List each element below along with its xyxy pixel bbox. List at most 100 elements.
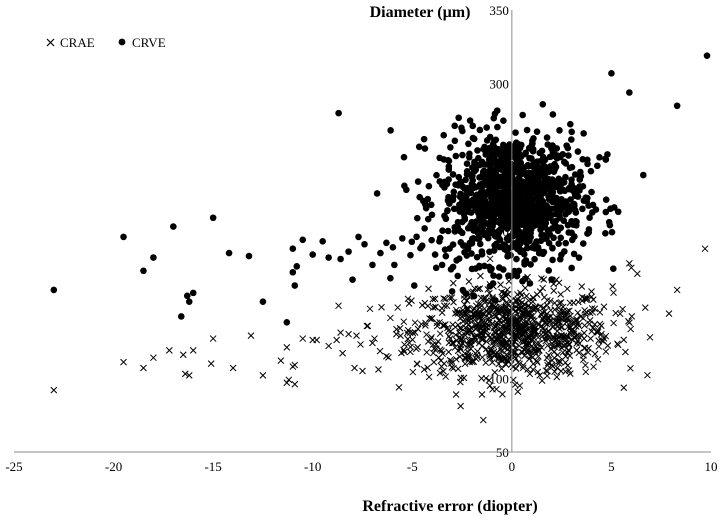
crve-point xyxy=(486,175,493,183)
crae-point xyxy=(448,357,455,365)
crve-point xyxy=(476,174,483,181)
crve-point xyxy=(120,233,127,241)
crae-point xyxy=(526,370,534,378)
crae-point xyxy=(574,309,582,317)
crae-point xyxy=(616,310,624,318)
crae-point xyxy=(482,345,490,353)
crve-point xyxy=(50,286,58,294)
crae-point xyxy=(566,299,574,307)
crae-point xyxy=(207,360,215,367)
crve-point xyxy=(517,153,525,160)
crve-point xyxy=(518,221,526,229)
crae-point xyxy=(411,319,419,327)
crve-point xyxy=(444,157,452,164)
crve-point xyxy=(470,135,478,143)
crae-point xyxy=(400,348,408,356)
crve-point xyxy=(570,250,578,258)
crve-point xyxy=(639,171,647,179)
crae-point xyxy=(509,305,517,313)
crve-point xyxy=(493,230,501,237)
crve-point xyxy=(283,319,291,326)
crae-point xyxy=(665,310,673,317)
crae-point xyxy=(497,354,504,362)
crae-point xyxy=(473,321,481,329)
crae-point xyxy=(564,323,572,331)
crae-point xyxy=(600,335,608,342)
crae-point xyxy=(486,351,493,358)
legend-label-crae: CRAE xyxy=(60,35,95,50)
crae-point xyxy=(557,309,565,316)
crve-point xyxy=(449,263,457,271)
crae-point xyxy=(527,329,535,337)
crve-point xyxy=(387,274,394,282)
crve-point xyxy=(383,239,390,247)
crae-point xyxy=(529,360,537,368)
crve-point xyxy=(480,218,488,226)
crve-point xyxy=(545,182,553,190)
crae-point xyxy=(555,357,563,365)
crve-point xyxy=(579,240,587,247)
crae-point xyxy=(488,359,496,366)
crae-point xyxy=(474,353,482,361)
crve-point xyxy=(552,163,560,171)
crae-point xyxy=(521,327,528,334)
crve-point xyxy=(586,214,593,222)
crae-point xyxy=(628,313,636,320)
crve-point xyxy=(481,201,489,208)
crve-point xyxy=(536,166,543,174)
crve-point xyxy=(446,245,453,252)
crve-point xyxy=(507,251,514,259)
crae-point xyxy=(466,341,474,348)
crae-point xyxy=(536,288,544,295)
crae-point xyxy=(519,361,527,369)
crve-point xyxy=(442,215,450,223)
crae-point xyxy=(333,336,340,344)
crve-point xyxy=(464,245,472,252)
crae-point xyxy=(582,310,589,318)
crae-point xyxy=(627,364,634,372)
crae-point xyxy=(596,308,604,316)
crve-point xyxy=(540,201,547,209)
crae-point xyxy=(502,361,510,368)
crve-point xyxy=(493,175,500,183)
crae-point xyxy=(446,294,454,302)
crve-point xyxy=(468,238,476,245)
crae-point xyxy=(557,290,564,298)
crae-point xyxy=(411,329,419,336)
crae-point xyxy=(588,293,595,301)
crve-point xyxy=(560,186,568,194)
crve-point xyxy=(514,181,522,189)
crve-point xyxy=(438,261,446,269)
crae-point xyxy=(549,363,557,370)
crve-point xyxy=(473,253,481,261)
crae-point xyxy=(495,360,503,368)
crve-point xyxy=(575,184,582,192)
crve-point xyxy=(606,221,614,229)
crae-point xyxy=(364,322,372,330)
crae-point xyxy=(562,359,569,367)
crve-point xyxy=(140,267,147,275)
crve-point xyxy=(522,257,530,264)
crae-point xyxy=(521,307,528,315)
crve-point xyxy=(245,252,253,260)
crve-point xyxy=(472,193,480,200)
crae-point xyxy=(396,324,404,332)
crae-point xyxy=(466,352,474,360)
crae-point xyxy=(383,352,390,360)
crve-point xyxy=(470,292,478,300)
crve-point xyxy=(496,236,504,244)
crae-point xyxy=(422,322,429,329)
crve-point xyxy=(489,151,496,159)
crve-point xyxy=(559,150,567,158)
crae-point xyxy=(646,333,654,341)
crae-point xyxy=(609,282,616,290)
crve-point xyxy=(520,164,528,171)
crve-point xyxy=(468,180,476,188)
crve-point xyxy=(512,139,520,147)
crve-point xyxy=(480,229,488,236)
crve-point xyxy=(416,193,423,201)
crve-point xyxy=(476,183,484,191)
crae-point xyxy=(527,352,535,360)
crve-point xyxy=(584,230,591,237)
crae-point xyxy=(507,297,515,305)
